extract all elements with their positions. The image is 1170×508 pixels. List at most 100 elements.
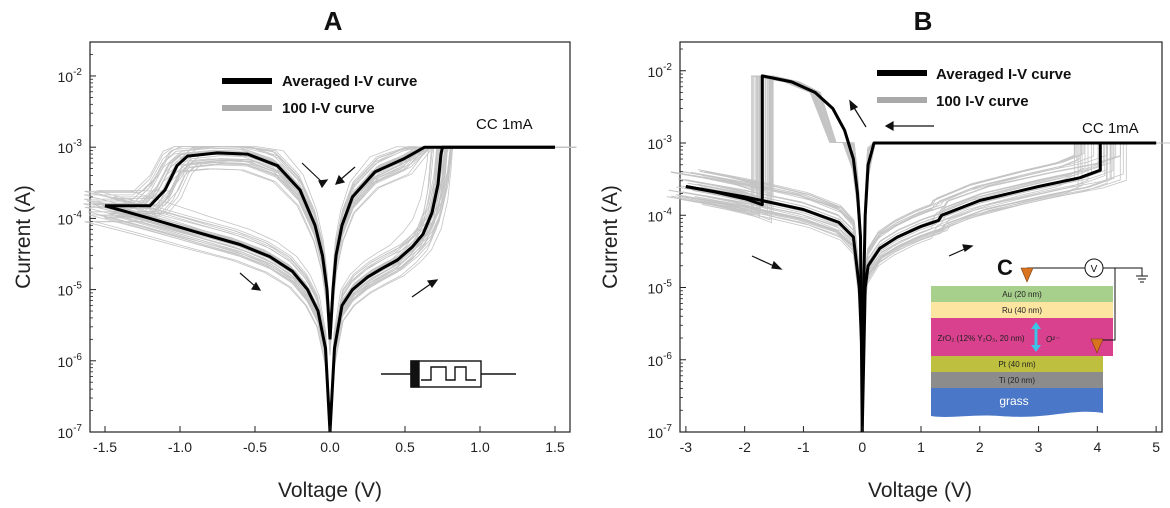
probe-tip-top-icon xyxy=(1020,267,1034,283)
layer-ru xyxy=(931,302,1113,318)
gray-iv-curve xyxy=(861,142,1136,416)
panel-b-direction-arrows xyxy=(751,99,974,270)
x-tick-label: 0.5 xyxy=(395,439,415,455)
y-tick-label: 10-5 xyxy=(648,279,673,297)
x-tick-label: -1.0 xyxy=(168,439,192,455)
panel-a-average-curve xyxy=(104,145,555,433)
panel-b-title: B xyxy=(914,6,933,36)
x-tick-label: -2 xyxy=(738,439,751,455)
gray-iv-curve xyxy=(861,142,1170,433)
panel-b-average-curve xyxy=(685,74,1157,433)
averaged-iv-segment xyxy=(685,185,864,360)
layer-grass-label: grass xyxy=(999,394,1028,408)
gray-iv-curve xyxy=(670,75,863,418)
averaged-iv-segment xyxy=(860,141,1157,433)
y-tick-label: 10-6 xyxy=(648,351,673,369)
panel-a-legend-avg: Averaged I-V curve xyxy=(282,73,417,90)
gray-iv-curve xyxy=(861,142,1128,423)
voltmeter-symbol: V xyxy=(1091,264,1098,275)
averaged-iv-segment xyxy=(105,151,332,340)
gray-iv-curve xyxy=(699,75,863,417)
gray-iv-curve xyxy=(703,75,863,423)
averaged-iv-segment xyxy=(328,145,555,433)
x-tick-label: 5 xyxy=(1152,439,1160,455)
gray-iv-curve xyxy=(676,186,863,361)
x-tick-label: 0.0 xyxy=(320,439,340,455)
layer-au-label: Au (20 nm) xyxy=(1002,290,1042,299)
inset-c-device-stack: C Au (20 nm) Ru (40 nm) ZrO₂ (12% Y₂O₃, … xyxy=(931,255,1148,417)
gray-iv-curve xyxy=(700,75,863,421)
y-tick-label: 10-4 xyxy=(58,209,83,227)
gray-iv-curve xyxy=(705,75,863,418)
gray-iv-curve xyxy=(84,206,331,433)
gray-iv-curve xyxy=(95,221,331,433)
gray-iv-curve xyxy=(111,208,331,433)
gray-iv-curve xyxy=(700,75,863,433)
gray-iv-curve xyxy=(329,146,564,417)
probe-tip-bottom-icon xyxy=(1090,338,1104,354)
gray-iv-curve xyxy=(692,75,863,433)
gray-iv-curve xyxy=(129,190,331,418)
x-tick-label: 1.0 xyxy=(470,439,490,455)
layer-ru-label: Ru (40 nm) xyxy=(1002,306,1042,315)
x-tick-label: 0 xyxy=(858,439,866,455)
gray-iv-curve xyxy=(115,215,331,433)
x-tick-label: -0.5 xyxy=(243,439,267,455)
panel-b-xlabel: Voltage (V) xyxy=(868,479,972,502)
gray-iv-curve xyxy=(104,217,331,433)
gray-iv-curve xyxy=(666,75,863,433)
gray-iv-curve xyxy=(861,142,1170,425)
layer-grass xyxy=(931,388,1103,417)
panel-b-y-ticks: 10-7 10-6 10-5 10-4 10-3 10-2 xyxy=(648,48,686,441)
gray-iv-curve xyxy=(111,198,331,425)
y-tick-label: 10-2 xyxy=(648,62,673,80)
panel-a-gray-curves xyxy=(83,146,577,433)
gray-iv-curve xyxy=(702,75,863,433)
averaged-iv-segment xyxy=(104,204,332,433)
x-tick-label: 1.5 xyxy=(545,439,565,455)
gray-iv-curve xyxy=(97,149,331,337)
gray-iv-curve xyxy=(861,142,1170,418)
y-tick-label: 10-2 xyxy=(58,67,83,85)
y-tick-label: 10-3 xyxy=(648,134,673,152)
panel-a-y-ticks: 10-7 10-6 10-5 10-4 10-3 10-2 xyxy=(58,54,96,441)
gray-iv-curve xyxy=(88,211,331,433)
gray-iv-curve xyxy=(704,75,863,418)
gray-iv-curve xyxy=(87,147,331,335)
gray-iv-curve xyxy=(329,146,556,433)
layer-zro2 xyxy=(931,318,1113,356)
gray-iv-curve xyxy=(685,75,863,426)
gray-iv-curve xyxy=(99,214,331,433)
y-tick-label: 10-3 xyxy=(58,138,83,156)
gray-iv-curve xyxy=(861,142,1141,433)
gray-iv-curve xyxy=(861,142,1138,430)
panel-a-x-ticks: -1.5 -1.0 -0.5 0.0 0.5 1.0 1.5 xyxy=(93,426,565,455)
panel-b-legend-avg: Averaged I-V curve xyxy=(936,66,1071,83)
gray-iv-curve xyxy=(699,75,863,433)
gray-iv-curve xyxy=(699,170,863,345)
gray-iv-curve xyxy=(329,146,576,329)
gray-iv-curve xyxy=(329,146,576,433)
inset-c-label: C xyxy=(997,255,1013,280)
y-tick-label: 10-4 xyxy=(648,206,673,224)
gray-iv-curve xyxy=(96,190,331,417)
panel-a-title: A xyxy=(324,6,343,36)
gray-iv-curve xyxy=(697,75,863,430)
panel-a: A -1.5 -1.0 -0.5 0.0 0.5 1.0 1.5 10-710-610-51… xyxy=(12,6,577,502)
x-tick-label: 2 xyxy=(976,439,984,455)
x-tick-label: -1.5 xyxy=(93,439,117,455)
panel-a-direction-arrows xyxy=(239,162,439,298)
gray-iv-curve xyxy=(861,142,1162,433)
averaged-iv-segment xyxy=(328,145,555,340)
layer-ti xyxy=(931,372,1103,388)
gray-iv-curve xyxy=(690,75,863,418)
layer-ti-label: Ti (20 nm) xyxy=(999,376,1035,385)
gray-iv-curve xyxy=(329,146,577,338)
gray-iv-curve xyxy=(702,75,863,433)
panel-a-legend-gray: 100 I-V curve xyxy=(282,100,375,117)
gray-iv-curve xyxy=(329,146,565,433)
gray-iv-curve xyxy=(671,195,863,370)
layer-pt xyxy=(931,356,1103,372)
gray-iv-curve xyxy=(329,146,576,433)
